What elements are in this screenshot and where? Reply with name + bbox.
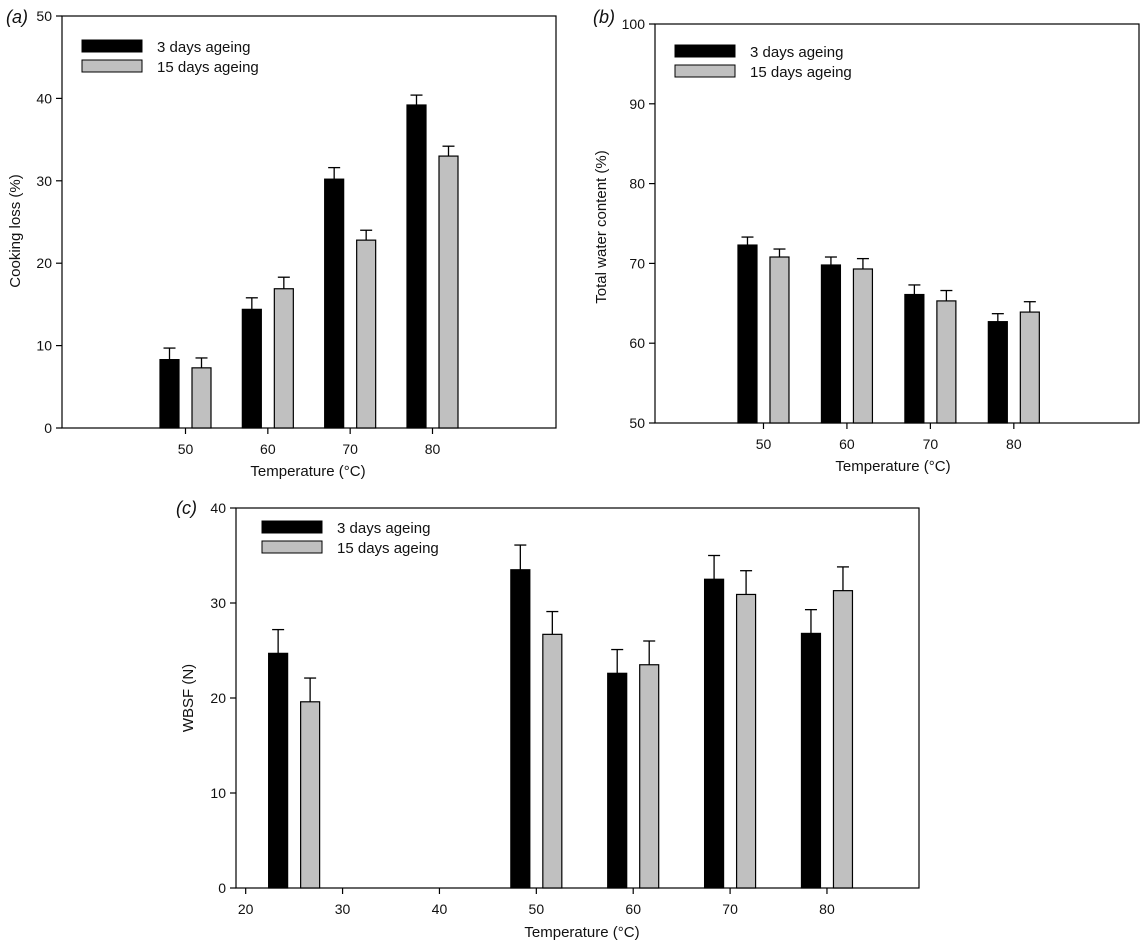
- bar: [735, 593, 757, 889]
- plot-frame: [654, 23, 1140, 424]
- legend-swatch: [261, 540, 323, 554]
- bar: [300, 701, 321, 889]
- series-fifteen-days: [300, 566, 854, 889]
- x-tick-label: 60: [625, 901, 641, 917]
- y-tick-label: 20: [36, 255, 52, 271]
- bar: [1019, 311, 1040, 424]
- y-tick-label: 40: [36, 90, 52, 106]
- y-tick-label: 40: [210, 500, 226, 516]
- y-tick-label: 90: [629, 96, 645, 112]
- x-tick-label: 80: [819, 901, 835, 917]
- bar: [737, 244, 758, 424]
- bar: [987, 321, 1008, 424]
- x-tick-label: 20: [238, 901, 254, 917]
- bar: [820, 264, 842, 424]
- x-tick-label: 80: [1006, 436, 1022, 452]
- bar: [800, 632, 822, 889]
- legend-label: 15 days ageing: [750, 64, 852, 81]
- y-axis-title: Total water content (%): [593, 150, 610, 303]
- bar: [241, 308, 262, 429]
- legend-label: 3 days ageing: [750, 44, 843, 61]
- legend-swatch: [674, 44, 736, 58]
- legend-label: 3 days ageing: [337, 520, 430, 537]
- legend: 3 days ageing 15 days ageing: [261, 520, 439, 557]
- bar: [607, 672, 628, 889]
- panel-c-wbsf-chart: (c) 0 10 20 30 40 20 30 40 50 60 70 80 Temperature (°…: [176, 498, 920, 941]
- x-tick-label: 60: [260, 441, 276, 457]
- series-fifteen-days: [769, 248, 1040, 424]
- y-tick-label: 100: [622, 16, 646, 32]
- bar: [832, 590, 854, 889]
- x-axis-title: Temperature (°C): [524, 924, 639, 941]
- y-tick-label: 30: [210, 595, 226, 611]
- y-tick-label: 10: [36, 338, 52, 354]
- bar: [406, 104, 427, 429]
- y-tick-label: 20: [210, 690, 226, 706]
- legend-label: 15 days ageing: [337, 540, 439, 557]
- y-tick-label: 80: [629, 176, 645, 192]
- panel-a-cooking-loss-chart: (a) 0 10 20 30 40 50 50 60 70 80 Temperature (°C) Co…: [6, 7, 557, 480]
- bar: [268, 652, 289, 889]
- y-tick-label: 0: [44, 420, 52, 436]
- y-tick-label: 10: [210, 785, 226, 801]
- bar: [356, 239, 377, 429]
- bar: [159, 359, 180, 429]
- plot-frame: [61, 15, 557, 429]
- bar: [936, 300, 957, 424]
- panel-label: (a): [6, 7, 28, 27]
- x-tick-label: 40: [432, 901, 448, 917]
- series-three-days: [159, 94, 427, 429]
- bar: [510, 569, 531, 889]
- legend-swatch: [261, 520, 323, 534]
- bar: [852, 268, 874, 424]
- y-tick-label: 70: [629, 255, 645, 271]
- x-tick-label: 50: [178, 441, 194, 457]
- legend: 3 days ageing 15 days ageing: [81, 39, 259, 76]
- bar: [542, 633, 563, 889]
- legend-label: 15 days ageing: [157, 59, 259, 76]
- panel-b-total-water-content-chart: (b) 50 60 70 80 90 100 50 60 70 80 Temperature (°C)…: [593, 7, 1140, 475]
- series-three-days: [268, 544, 822, 889]
- legend-swatch: [674, 64, 736, 78]
- panel-label: (b): [593, 7, 615, 27]
- y-tick-label: 30: [36, 173, 52, 189]
- y-tick-label: 60: [629, 335, 645, 351]
- panel-label: (c): [176, 498, 197, 518]
- x-tick-label: 70: [722, 901, 738, 917]
- series-fifteen-days: [191, 145, 459, 429]
- bar: [438, 155, 459, 429]
- x-tick-label: 70: [923, 436, 939, 452]
- x-tick-label: 60: [839, 436, 855, 452]
- y-tick-label: 50: [629, 415, 645, 431]
- x-axis-title: Temperature (°C): [835, 458, 950, 475]
- y-tick-label: 0: [218, 880, 226, 896]
- series-three-days: [737, 236, 1008, 424]
- y-axis-title: WBSF (N): [180, 664, 197, 732]
- y-axis-title: Cooking loss (%): [7, 174, 24, 287]
- x-tick-label: 30: [335, 901, 351, 917]
- legend: 3 days ageing 15 days ageing: [674, 44, 852, 81]
- bar: [904, 293, 925, 424]
- bar: [703, 578, 725, 889]
- x-tick-label: 80: [425, 441, 441, 457]
- bar: [191, 367, 212, 429]
- x-tick-label: 50: [756, 436, 772, 452]
- x-tick-label: 50: [529, 901, 545, 917]
- x-tick-label: 70: [342, 441, 358, 457]
- bar: [639, 664, 660, 889]
- bar: [769, 256, 790, 424]
- legend-swatch: [81, 39, 143, 53]
- x-axis-title: Temperature (°C): [250, 463, 365, 480]
- y-tick-label: 50: [36, 8, 52, 24]
- bar: [324, 178, 345, 429]
- legend-swatch: [81, 59, 143, 73]
- bar: [273, 288, 294, 429]
- legend-label: 3 days ageing: [157, 39, 250, 56]
